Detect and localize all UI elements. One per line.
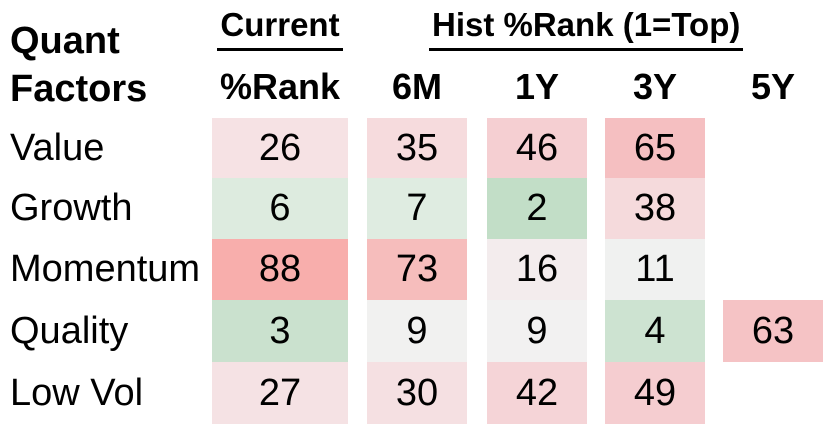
group-header-current: Current bbox=[212, 6, 348, 51]
heatmap-cell-lowvol-current: 27 bbox=[212, 362, 348, 424]
group-header-current-label: Current bbox=[217, 6, 343, 51]
heatmap-cell-momentum-current: 88 bbox=[212, 239, 348, 300]
heatmap-cell-growth-6m: 7 bbox=[367, 178, 467, 239]
heatmap-cell-value-6m: 35 bbox=[367, 118, 467, 178]
heatmap-cell-lowvol-5y bbox=[723, 362, 823, 424]
title-line-factors: Factors bbox=[10, 68, 148, 110]
heatmap-cell-quality-5y: 63 bbox=[723, 300, 823, 362]
group-header-hist-rank-label: Hist %Rank (1=Top) bbox=[429, 6, 744, 51]
heatmap-cell-value-3y: 65 bbox=[605, 118, 705, 178]
column-header-1y: 1Y bbox=[514, 66, 560, 107]
group-header-hist-rank: Hist %Rank (1=Top) bbox=[429, 6, 744, 51]
heatmap-cell-quality-6m: 9 bbox=[367, 300, 467, 362]
row-label-growth: Growth bbox=[10, 187, 133, 229]
heatmap-cell-growth-5y bbox=[723, 178, 823, 239]
heatmap-cell-quality-current: 3 bbox=[212, 300, 348, 362]
heatmap-cell-lowvol-3y: 49 bbox=[605, 362, 705, 424]
column-header-5y: 5Y bbox=[750, 66, 796, 107]
heatmap-cell-momentum-5y bbox=[723, 239, 823, 300]
heatmap-cell-momentum-6m: 73 bbox=[367, 239, 467, 300]
heatmap-cell-quality-3y: 4 bbox=[605, 300, 705, 362]
title-line-quant: Quant bbox=[10, 20, 120, 62]
heatmap-cell-momentum-3y: 11 bbox=[605, 239, 705, 300]
column-header-6m: 6M bbox=[391, 66, 442, 107]
heatmap-cell-growth-current: 6 bbox=[212, 178, 348, 239]
heatmap-cell-quality-1y: 9 bbox=[487, 300, 587, 362]
heatmap-cell-lowvol-1y: 42 bbox=[487, 362, 587, 424]
heatmap-cell-momentum-1y: 16 bbox=[487, 239, 587, 300]
heatmap-cell-value-current: 26 bbox=[212, 118, 348, 178]
row-label-low-vol: Low Vol bbox=[10, 371, 144, 414]
row-label-quality: Quality bbox=[10, 309, 129, 352]
heatmap-cell-lowvol-6m: 30 bbox=[367, 362, 467, 424]
column-header-3y: 3Y bbox=[632, 66, 678, 107]
row-label-value: Value bbox=[10, 126, 105, 169]
heatmap-cell-growth-3y: 38 bbox=[605, 178, 705, 239]
heatmap-cell-growth-1y: 2 bbox=[487, 178, 587, 239]
row-label-momentum: Momentum bbox=[10, 248, 201, 290]
heatmap-cell-value-5y bbox=[723, 118, 823, 178]
column-header-percent-rank: %Rank bbox=[219, 66, 341, 107]
heatmap-cell-value-1y: 46 bbox=[487, 118, 587, 178]
